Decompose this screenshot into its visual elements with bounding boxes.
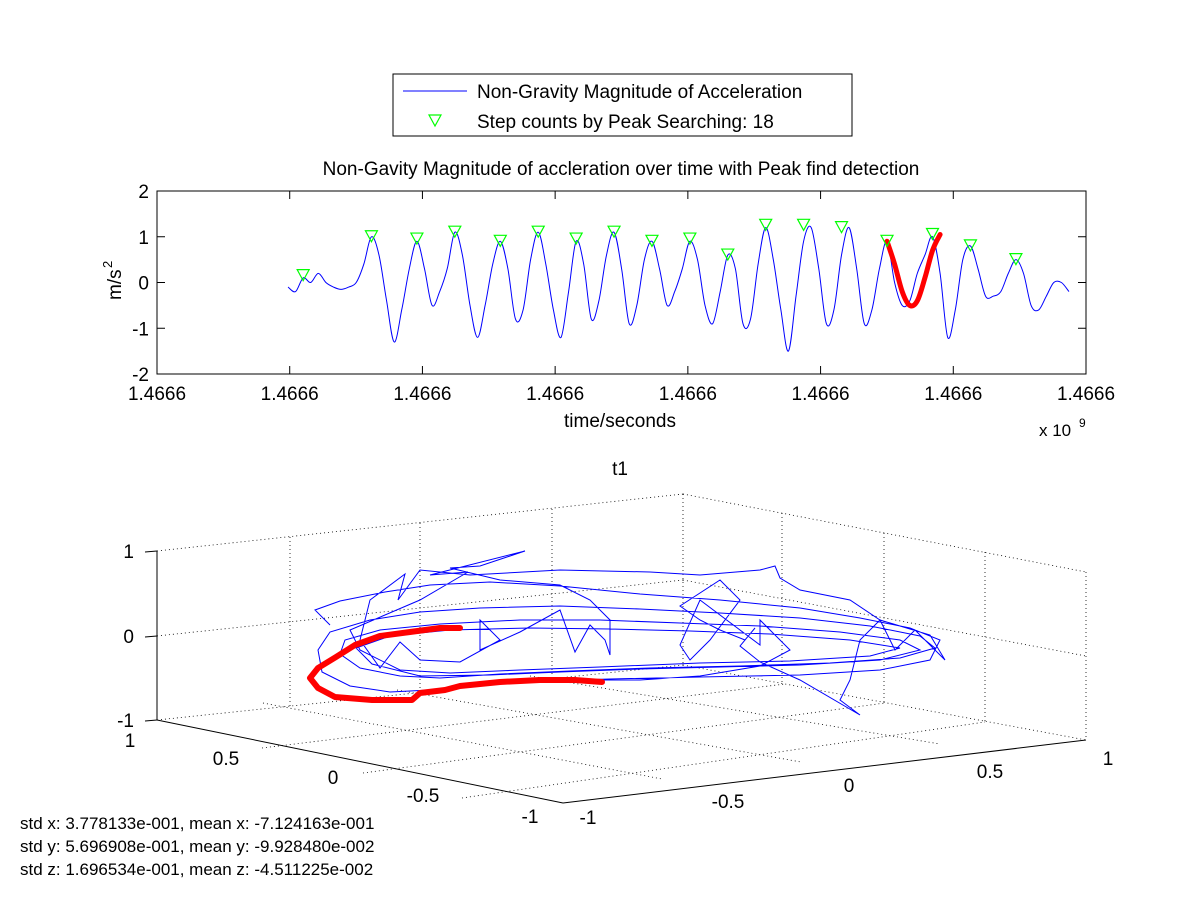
legend: Non-Gravity Magnitude of Acceleration St… <box>392 73 853 137</box>
stats-z: std z: 1.696534e-001, mean z: -4.511225e… <box>20 860 374 879</box>
trajectory-line <box>314 550 946 716</box>
y3-tick-label: -1 <box>580 808 597 829</box>
y-tick-label: -1 <box>132 319 149 340</box>
y-label-base: m/s <box>105 269 126 300</box>
peak-marker <box>682 232 697 246</box>
y-tick-label: 2 <box>138 182 149 203</box>
peak-marker <box>834 221 849 234</box>
3d-grid <box>156 493 1087 799</box>
top-chart-title: Non-Gavity Magnitude of accleration over… <box>323 159 920 180</box>
x-tick-label: 1.4666 <box>128 384 186 405</box>
y-label-exponent: 2 <box>100 261 115 268</box>
peak-marker <box>364 230 379 244</box>
peak-marker <box>880 234 895 248</box>
peak-marker <box>409 232 424 246</box>
x-tick-label: 1.4666 <box>1057 384 1115 405</box>
legend-entry-peaks: Step counts by Peak Searching: 18 <box>477 112 774 133</box>
x-tick-label: 1.4666 <box>792 384 850 405</box>
peak-marker <box>925 227 940 241</box>
peak-marker <box>720 248 735 262</box>
top-x-label: time/seconds <box>564 411 676 432</box>
peak-marker <box>296 269 311 282</box>
y3-tick-label: 0 <box>844 776 855 797</box>
peak-marker <box>531 225 546 239</box>
x-tick-label: 1.4666 <box>924 384 982 405</box>
x-ticks-3d: 1 0.5 0 -0.5 -1 <box>125 731 539 828</box>
y-ticks-3d: -1 -0.5 0 0.5 1 <box>580 749 1114 829</box>
peak-marker <box>607 225 622 239</box>
x-tick-label: 1.4666 <box>393 384 451 405</box>
stats-annotation: std x: 3.778133e-001, mean x: -7.124163e… <box>20 812 374 881</box>
z-ticks: 1 0 -1 <box>117 542 158 732</box>
top-axes: 210-1-2 1.4666 1.4666 1.4666 1.4666 1.4666 1.… <box>128 182 1115 405</box>
x3-tick-label: -1 <box>522 807 539 828</box>
x3-tick-label: 1 <box>125 731 136 752</box>
bottom-chart-title: t1 <box>612 459 628 480</box>
peak-marker <box>447 225 462 239</box>
peak-marker <box>1008 253 1023 266</box>
signal-line <box>287 225 1070 352</box>
stats-y: std y: 5.696908e-001, mean y: -9.928480e… <box>20 837 375 856</box>
x-tick-label: 1.4666 <box>659 384 717 405</box>
y3-tick-label: 0.5 <box>977 762 1003 783</box>
stats-x: std x: 3.778133e-001, mean x: -7.124163e… <box>20 814 375 833</box>
peak-marker <box>493 234 508 248</box>
highlight-segment <box>884 232 943 309</box>
y3-tick-label: 1 <box>1103 749 1114 770</box>
z-tick-mark <box>144 719 158 722</box>
x3-tick-label: 0 <box>328 768 339 789</box>
z-tick-label: 0 <box>123 627 134 648</box>
peak-marker <box>569 232 584 246</box>
x-tick-label: 1.4666 <box>261 384 319 405</box>
z-tick-label: -1 <box>117 711 134 732</box>
x-multiplier-base: x 10 <box>1039 421 1071 440</box>
peak-marker <box>644 234 659 248</box>
legend-triangle-swatch <box>427 114 443 128</box>
top-x-multiplier: x 10 9 <box>1039 416 1086 440</box>
peak-marker <box>963 239 978 253</box>
top-x-ticks: 1.4666 1.4666 1.4666 1.4666 1.4666 1.4666 1.46… <box>128 191 1115 405</box>
z-tick-mark <box>144 635 158 638</box>
y3-tick-label: -0.5 <box>712 792 745 813</box>
legend-entry-signal: Non-Gravity Magnitude of Acceleration <box>477 82 802 103</box>
x3-tick-label: 0.5 <box>213 749 239 770</box>
y-tick-label: 1 <box>138 228 149 249</box>
y-tick-label: -2 <box>132 365 149 386</box>
peak-marker <box>758 218 773 232</box>
x-multiplier-exponent: 9 <box>1079 416 1086 430</box>
z-tick-mark <box>144 550 158 553</box>
peak-marker <box>796 218 811 232</box>
z-tick-label: 1 <box>123 542 134 563</box>
y-tick-label: 0 <box>138 274 149 295</box>
3d-trajectory <box>307 550 946 716</box>
top-y-ticks: 2 1 0 -1 -2 <box>132 182 1086 386</box>
3d-axes: 1 0 -1 1 0.5 0 -0.5 -1 -1 -0.5 0 0.5 1 <box>117 493 1114 829</box>
x3-tick-label: -0.5 <box>407 786 440 807</box>
top-plot-area <box>287 218 1070 352</box>
x-tick-label: 1.4666 <box>526 384 584 405</box>
highlight-trajectory <box>307 625 605 703</box>
top-y-label: m/s 2 <box>100 261 126 300</box>
